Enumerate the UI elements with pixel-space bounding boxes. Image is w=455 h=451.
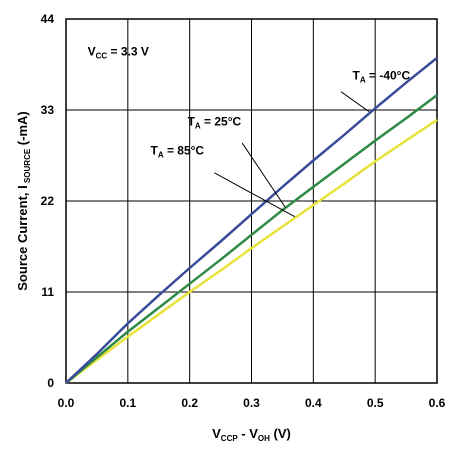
vcc-annotation: VCC = 3.3 V <box>88 44 149 60</box>
series-line-minus40c <box>65 56 438 384</box>
x-axis-label: VCCP - VOH (V) <box>212 426 291 443</box>
series-labels: TA = -40°C TA = 25°C TA = 85°C <box>150 68 410 159</box>
x-tick-label: 0.5 <box>367 396 384 410</box>
y-tick-label: 0 <box>47 376 54 390</box>
leader-line <box>214 172 296 218</box>
series-lines <box>65 56 438 384</box>
x-tick-label: 0.6 <box>429 396 446 410</box>
y-tick-label: 33 <box>41 103 55 117</box>
x-tick-label: 0.2 <box>181 396 198 410</box>
grid <box>66 19 437 383</box>
series-line-85c <box>65 118 438 384</box>
x-tick-label: 0.3 <box>243 396 260 410</box>
x-tick-label: 0.0 <box>58 396 75 410</box>
y-tick-label: 44 <box>41 12 55 26</box>
label-minus40c: TA = -40°C <box>353 68 411 84</box>
plot-frame <box>65 18 438 384</box>
x-tick-label: 0.4 <box>305 396 322 410</box>
label-25c: TA = 25°C <box>188 115 242 131</box>
leader-line <box>241 142 286 208</box>
y-tick-label: 22 <box>41 194 55 208</box>
series-line-25c <box>65 94 438 384</box>
leader-line <box>340 91 370 113</box>
y-axis-label: Source Current, I SOURCE (-mA) <box>15 111 32 290</box>
y-tick-labels: 0 11 22 33 44 <box>41 12 55 390</box>
label-leader-lines <box>214 91 370 218</box>
x-tick-labels: 0.0 0.1 0.2 0.3 0.4 0.5 0.6 <box>58 396 446 410</box>
label-85c: TA = 85°C <box>150 144 204 160</box>
y-tick-label: 11 <box>41 285 54 299</box>
x-tick-label: 0.1 <box>119 396 136 410</box>
